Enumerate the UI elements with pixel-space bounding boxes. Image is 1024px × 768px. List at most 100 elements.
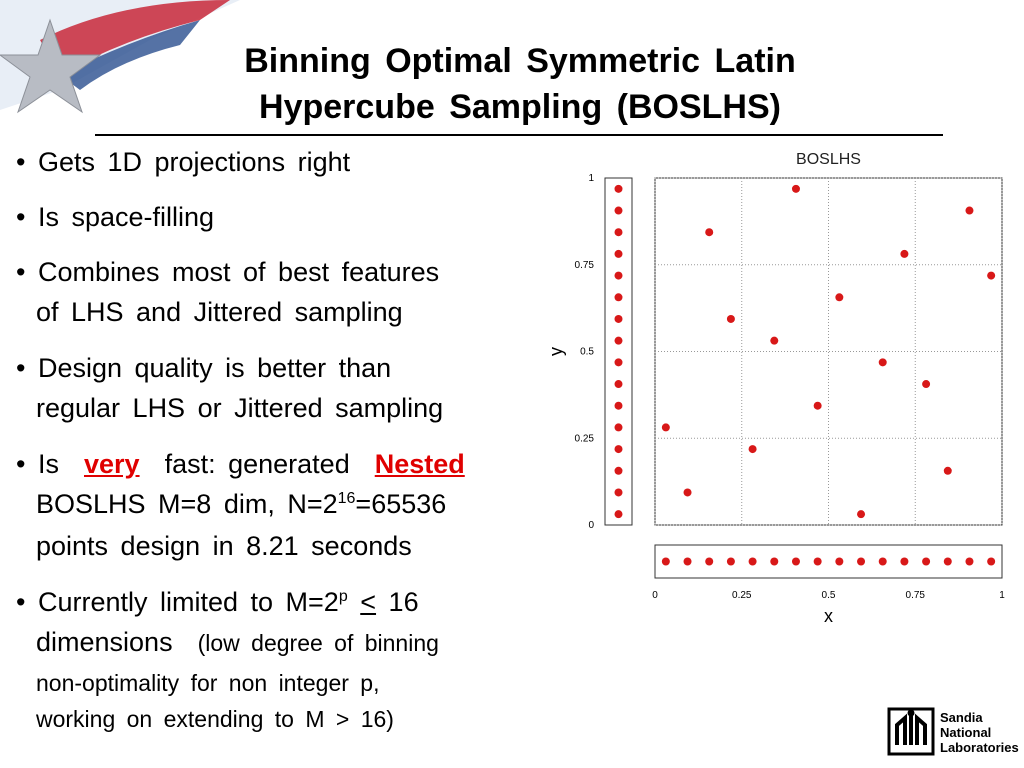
bullet-text: (low degree of binning <box>197 630 439 656</box>
bullet-text: 16 <box>388 587 419 617</box>
bullet-text: Design quality is better than <box>37 353 392 383</box>
bullet-text: =65536 <box>355 489 447 519</box>
bullet-text: < <box>360 587 377 617</box>
x-tick-label: 1 <box>999 590 1005 601</box>
y-projection-point <box>614 510 623 519</box>
y-tick-label: 1 <box>588 173 594 184</box>
x-projection-point <box>726 557 735 566</box>
bullet: • Gets 1D projections right <box>16 147 351 177</box>
point <box>900 249 909 258</box>
x-tick-label: 0.25 <box>732 590 752 601</box>
y-projection-point <box>614 249 623 258</box>
point <box>726 314 735 323</box>
logo-text: National <box>940 725 991 740</box>
y-projection-point <box>614 271 623 280</box>
x-projection-point <box>791 557 800 566</box>
x-projection-point <box>835 557 844 566</box>
point <box>835 293 844 302</box>
y-projection-point <box>614 293 623 302</box>
x-projection-point <box>922 557 931 566</box>
y-projection-point <box>614 184 623 193</box>
bullet: • Is very fast: generated Nested <box>16 449 465 479</box>
x-projection-point <box>900 557 909 566</box>
superscript: p <box>338 588 348 605</box>
point <box>705 228 714 237</box>
y-projection-point <box>614 358 623 367</box>
y-projection-point <box>614 380 623 389</box>
x-projection-point <box>683 557 692 566</box>
emphasis: very <box>84 449 140 479</box>
point <box>857 510 866 519</box>
plot-frame <box>654 544 1003 579</box>
y-projection-point <box>614 336 623 345</box>
bullet-text: Is space-filling <box>37 202 215 232</box>
x-projection-point <box>857 557 866 566</box>
point <box>748 445 757 454</box>
x-projection-point <box>965 557 974 566</box>
bullet-text: non-optimality for non integer p, <box>36 670 380 696</box>
x-projection-point <box>878 557 887 566</box>
y-projection-point <box>614 401 623 410</box>
bullet-text: dimensions <box>36 627 173 657</box>
x-projection-point <box>748 557 757 566</box>
point <box>661 423 670 432</box>
bullet-text: points design in 8.21 seconds <box>36 531 412 561</box>
y-tick-label: 0 <box>588 520 594 531</box>
point <box>770 336 779 345</box>
x-projection-point <box>943 557 952 566</box>
chart-title: BOSLHS <box>796 151 861 168</box>
y-projection-point <box>614 423 623 432</box>
y-projection-point <box>614 228 623 237</box>
corner-emblem <box>0 0 240 114</box>
point <box>683 488 692 497</box>
bullet: • Is space-filling <box>16 202 215 232</box>
point <box>943 466 952 475</box>
sandia-logo: Sandia National Laboratories <box>887 707 1019 756</box>
x-projection-point <box>770 557 779 566</box>
point <box>878 358 887 367</box>
slide-title: Binning Optimal Symmetric Latin <box>244 42 796 80</box>
point <box>791 184 800 193</box>
bullet-text: BOSLHS M=8 dim, N=2 <box>36 489 338 519</box>
y-projection-point <box>614 445 623 454</box>
bullet: • Design quality is better than <box>16 353 392 383</box>
y-tick-label: 0.25 <box>575 433 595 444</box>
x-tick-label: 0 <box>652 590 658 601</box>
x-projection-point <box>813 557 822 566</box>
x-projection-point <box>987 557 996 566</box>
y-projection-point <box>614 466 623 475</box>
x-axis-label: x <box>824 606 833 626</box>
x-projection-point <box>705 557 714 566</box>
y-projection-point <box>614 314 623 323</box>
x-tick-label: 0.75 <box>906 590 926 601</box>
bullet-text: BOSLHS M=8 dim, N=216=65536 <box>36 489 446 520</box>
bullet-text: Gets 1D projections right <box>37 147 351 177</box>
x-tick-label: 0.5 <box>822 590 836 601</box>
bullet-text: Combines most of best features <box>37 257 440 287</box>
y-projection-point <box>614 488 623 497</box>
superscript: 16 <box>337 490 356 507</box>
point <box>813 401 822 410</box>
bullet-text: Is <box>37 449 59 479</box>
logo-text: Laboratories <box>940 740 1019 755</box>
plot-frame <box>604 177 633 526</box>
bullet-text: dimensions (low degree of binning <box>36 627 439 658</box>
bullet-text: regular LHS or Jittered sampling <box>36 393 444 423</box>
bullet-text: of LHS and Jittered sampling <box>36 297 403 327</box>
y-axis-label: y <box>546 347 566 356</box>
bullet-text: working on extending to M > 16) <box>36 706 394 732</box>
y-tick-label: 0.75 <box>575 260 595 271</box>
bullet: • Currently limited to M=2p < 16 <box>16 587 419 617</box>
logo-text: Sandia <box>940 710 983 725</box>
point <box>922 380 931 389</box>
bullet-text: Currently limited to M=2 <box>37 587 339 617</box>
point <box>987 271 996 280</box>
bullet-text: fast: generated <box>164 449 350 479</box>
bullet: • Combines most of best features <box>16 257 440 287</box>
point <box>965 206 974 215</box>
slide-title: Hypercube Sampling (BOSLHS) <box>259 88 781 126</box>
y-tick-label: 0.5 <box>580 347 594 358</box>
emphasis: Nested <box>374 449 465 479</box>
